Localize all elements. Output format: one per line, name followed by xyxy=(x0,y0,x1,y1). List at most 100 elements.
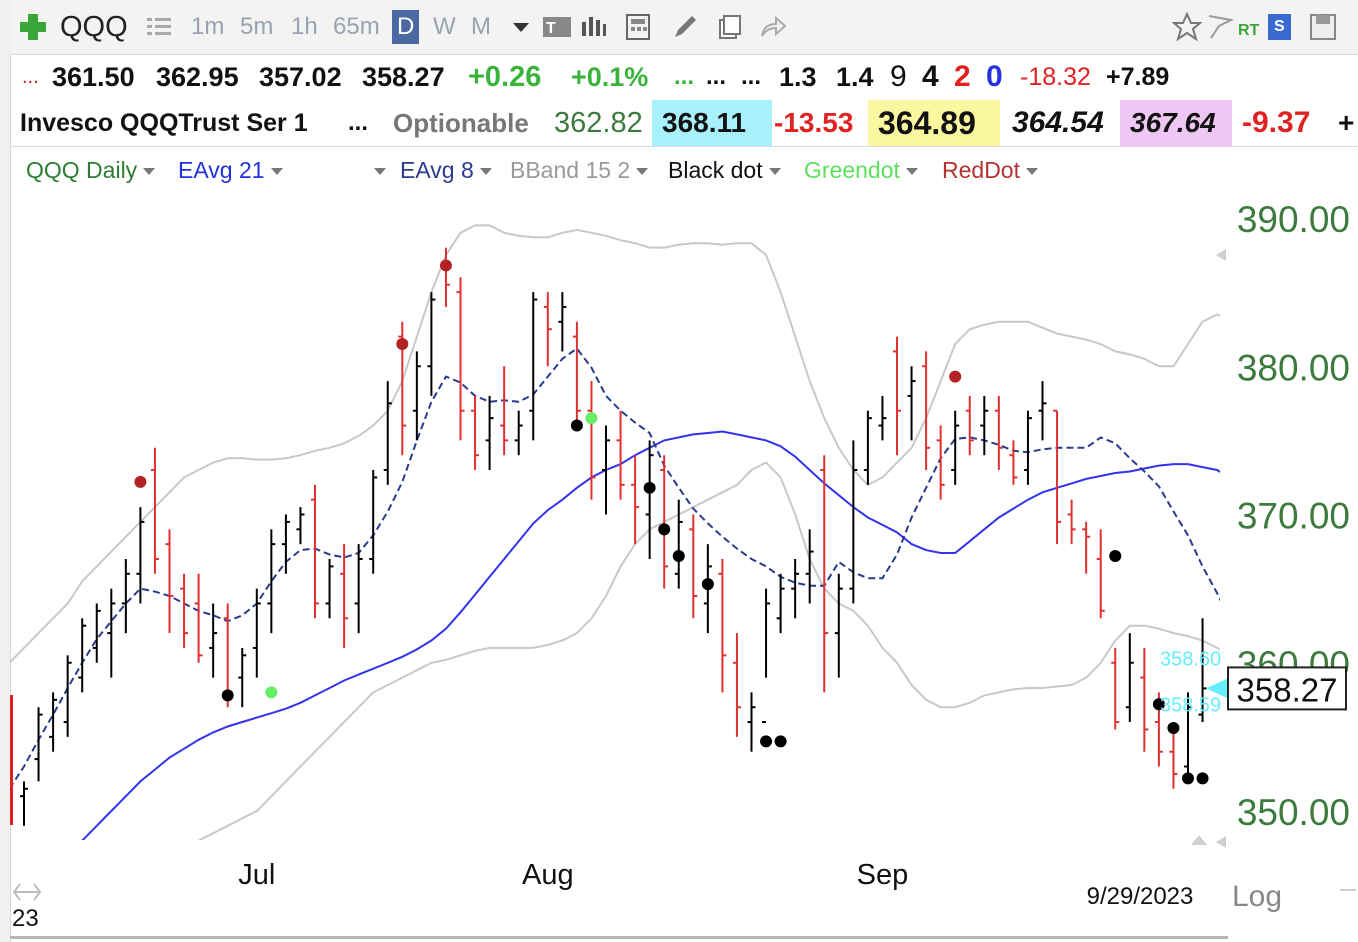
price-axis: 390.00380.00370.00360.00350.00358.60358.… xyxy=(1160,199,1350,833)
x-tick-label: Aug xyxy=(522,859,574,891)
ohlc-bar xyxy=(1184,692,1192,774)
legend-eavg-21[interactable]: EAvg 21 xyxy=(178,156,283,184)
ohlc-bar xyxy=(20,781,28,826)
legend-qqq-daily-label: QQQ Daily xyxy=(26,157,138,183)
timeframe-1m[interactable]: 1m xyxy=(191,13,225,40)
quote-row2-value-5: 364.54 xyxy=(1012,106,1104,139)
legend-greendot[interactable]: Greendot xyxy=(804,156,918,184)
add-symbol-icon[interactable] xyxy=(18,12,48,42)
timeframe-m[interactable]: M xyxy=(471,13,491,40)
flag-icon[interactable] xyxy=(1205,12,1235,42)
legend-blank[interactable] xyxy=(368,156,386,184)
ohlc-bar xyxy=(907,366,916,441)
ohlc-bar xyxy=(645,440,654,559)
ohlc-bar xyxy=(776,573,785,634)
quote-low: 357.02 xyxy=(259,62,342,92)
draw-pencil-icon[interactable] xyxy=(670,12,700,42)
bar-style-icon[interactable] xyxy=(578,12,608,42)
ohlc-bar xyxy=(631,455,640,545)
ohlc-bar xyxy=(878,395,887,441)
ohlc-bar xyxy=(572,321,581,426)
timeframe-1h[interactable]: 1h xyxy=(291,13,318,40)
ohlc-bar xyxy=(1111,647,1120,730)
legend-greendot-label: Greendot xyxy=(804,157,900,183)
quote-count-0: 0 xyxy=(986,60,1003,93)
ohlc-bar xyxy=(1096,529,1105,619)
ohlc-bar xyxy=(1067,499,1076,545)
black-dot xyxy=(570,419,583,432)
quote-name-dots: ... xyxy=(348,109,369,136)
legend-black-dot[interactable]: Black dot xyxy=(668,156,781,184)
timeframe-5m[interactable]: 5m xyxy=(240,13,274,40)
share-arrow-icon[interactable] xyxy=(758,12,788,42)
legend-qqq-daily[interactable]: QQQ Daily xyxy=(26,156,156,184)
ohlc-bar xyxy=(602,425,610,515)
y-tick-label: 380.00 xyxy=(1237,347,1350,388)
legend-black-dot-label: Black dot xyxy=(668,157,763,183)
black-dot xyxy=(672,550,685,563)
ohlc-bar xyxy=(369,470,378,574)
ohlc-bar xyxy=(922,351,931,471)
indicator-legend: QQQ Daily EAvg 21 EAvg 8 BBand 15 2 Blac… xyxy=(10,148,1358,192)
chevron-down-icon xyxy=(374,168,386,176)
green-dot xyxy=(265,686,278,699)
legend-bband[interactable]: BBand 15 2 xyxy=(510,156,649,184)
timeframe-d[interactable]: D xyxy=(392,10,420,44)
ohlc-bar xyxy=(1198,618,1207,723)
legend-eavg-8[interactable]: EAvg 8 xyxy=(400,156,492,184)
chart-decorations xyxy=(10,249,1356,901)
ohlc-bar xyxy=(762,588,771,724)
ohlc-bar xyxy=(965,395,974,456)
ohlc-bar xyxy=(863,410,872,485)
quote-row-1: ... 361.50 362.95 357.02 358.27 +0.26 +0… xyxy=(10,54,1358,100)
horizontal-scrollbar[interactable] xyxy=(10,936,1228,939)
chevron-down-icon xyxy=(270,168,283,176)
quote-dots-2: ... xyxy=(706,63,727,90)
calculator-icon[interactable] xyxy=(624,12,654,42)
ohlc-bar xyxy=(529,292,538,441)
ohlc-bar xyxy=(121,558,130,634)
legend-reddot[interactable]: RedDot xyxy=(942,156,1038,184)
menu-icon[interactable] xyxy=(144,12,174,42)
ema-8-line xyxy=(10,347,1220,790)
save-icon[interactable] xyxy=(1308,12,1338,42)
quote-count-4: 4 xyxy=(922,60,939,93)
ohlc-bar xyxy=(325,558,334,619)
ohlc-bar xyxy=(1053,409,1062,545)
ohlc-bar xyxy=(543,292,552,367)
chevron-down-icon xyxy=(479,168,492,176)
quote-count-9: 9 xyxy=(890,60,907,93)
red-dot xyxy=(949,370,962,383)
timeframe-w[interactable]: W xyxy=(433,13,456,40)
ohlc-bar xyxy=(485,395,494,471)
quote-open: 361.50 xyxy=(52,62,135,92)
quote-row2-plus: + xyxy=(1338,107,1355,138)
ohlc-bar xyxy=(165,529,174,634)
legend-eavg-8-label: EAvg 8 xyxy=(400,157,474,183)
log-scale-label: Log xyxy=(1232,880,1282,913)
rt-icon[interactable]: RT xyxy=(1238,22,1260,39)
ohlc-bar xyxy=(49,692,58,752)
ohlc-bar xyxy=(441,247,450,307)
favorite-star-icon[interactable] xyxy=(1172,12,1202,42)
ohlc-bar xyxy=(980,395,989,456)
ohlc-bar xyxy=(849,440,858,604)
dropdown-icon[interactable] xyxy=(506,12,536,42)
timeframe-65m[interactable]: 65m xyxy=(333,13,380,40)
moving-averages xyxy=(10,347,1220,840)
layers-icon[interactable] xyxy=(714,12,744,42)
axis-marker-icon xyxy=(1216,836,1226,848)
ohlc-bar xyxy=(674,499,683,589)
ohlc-bar xyxy=(1082,521,1091,574)
text-tool-icon[interactable]: T xyxy=(542,12,572,42)
ohlc-bar xyxy=(34,707,43,782)
s-icon[interactable]: S xyxy=(1268,14,1291,40)
ohlc-bar xyxy=(136,507,145,604)
date-label: 9/29/2023 xyxy=(1087,883,1194,910)
ohlc-bar xyxy=(238,647,247,708)
quote-negative: -18.32 xyxy=(1020,63,1091,91)
symbol-label[interactable]: QQQ xyxy=(60,11,128,43)
ohlc-bar xyxy=(354,544,363,634)
ohlc-bar xyxy=(194,573,203,663)
